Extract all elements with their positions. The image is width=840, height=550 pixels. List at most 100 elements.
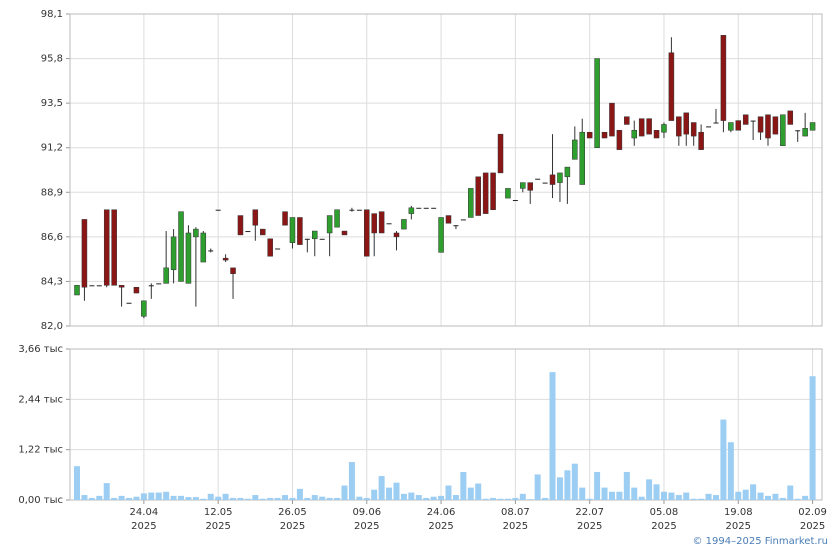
x-tick-label: 08.07 2025 <box>501 507 530 532</box>
candle-body <box>341 230 348 236</box>
volume-bar <box>140 493 147 500</box>
volume-bar <box>400 493 407 500</box>
volume-bar <box>356 496 363 500</box>
volume-bar <box>683 492 690 500</box>
candle-body <box>809 122 816 131</box>
candle-body <box>141 300 147 317</box>
plot-layer: 82,0 84,3 86,6 88,9 91,2 93,5 95,8 98,1 0,00 тыс… <box>18 9 827 532</box>
volume-bar <box>74 466 80 500</box>
volume-bar <box>519 493 526 500</box>
candle-body <box>289 217 296 243</box>
candle-body <box>282 211 288 226</box>
candle-body <box>393 232 400 238</box>
candle-body <box>802 128 808 137</box>
x-tick-label: 09.06 2025 <box>352 507 381 532</box>
volume-bar <box>698 498 705 500</box>
volume-bar <box>408 492 415 500</box>
volume-bar <box>668 492 675 500</box>
candle-body <box>319 238 325 240</box>
candle-body <box>156 283 162 285</box>
candle-body <box>742 114 749 125</box>
candle-body <box>423 207 429 209</box>
plot-frame <box>69 13 823 327</box>
volume-bar <box>787 485 794 500</box>
candle-body <box>557 172 563 183</box>
candle-body <box>386 223 392 225</box>
candle-body <box>364 209 370 257</box>
volume-bar <box>334 497 341 500</box>
volume-bar <box>155 492 162 500</box>
y-tick-label: 3,66 тыс <box>18 344 63 355</box>
candle-body <box>297 217 303 245</box>
volume-bar <box>185 497 192 500</box>
volume-bar <box>296 488 303 500</box>
volume-bar <box>542 497 549 500</box>
volume-bar <box>363 497 370 500</box>
volume-bar <box>282 495 289 500</box>
volume-bar <box>200 498 207 500</box>
candle-body <box>735 120 742 131</box>
volume-bar <box>571 463 578 500</box>
candle-body <box>178 211 184 282</box>
candle-body <box>750 120 756 122</box>
volume-bar <box>378 476 385 500</box>
candle-body <box>653 130 660 139</box>
volume-bar <box>794 498 801 500</box>
volume-bar <box>430 496 437 500</box>
volume-bar <box>675 495 682 500</box>
candle-body <box>713 122 719 124</box>
volume-bar <box>549 372 556 500</box>
candle-body <box>572 139 578 160</box>
y-tick-label: 84,3 <box>41 276 63 287</box>
candle-body <box>668 52 675 121</box>
volume-bar <box>475 483 482 500</box>
volume-bar <box>646 479 653 500</box>
volume-bar <box>304 497 311 500</box>
candle-body <box>512 200 518 202</box>
candle-body <box>505 188 511 199</box>
y-tick-label: 0,00 тыс <box>18 495 63 506</box>
volume-bar <box>252 495 259 500</box>
volume-bar <box>148 492 155 500</box>
candle-body <box>252 209 259 226</box>
volume-bar <box>111 497 118 500</box>
volume-bar <box>727 442 734 500</box>
volume-bar <box>289 497 296 500</box>
candle-body <box>683 112 690 135</box>
volume-bar <box>178 495 185 500</box>
volume-bar <box>348 462 355 500</box>
volume-bar <box>386 487 393 500</box>
candle-body <box>475 176 481 216</box>
volume-bar <box>594 471 601 500</box>
volume-bar <box>460 471 467 500</box>
candle-body <box>148 285 154 287</box>
volume-bar <box>802 495 809 500</box>
volume-bar <box>267 497 274 500</box>
volume-bar <box>230 497 237 500</box>
volume-bar <box>653 484 660 500</box>
volume-bar <box>393 482 400 500</box>
volume-bar <box>326 497 333 500</box>
x-tick-label: 26.05 2025 <box>278 507 307 532</box>
volume-bar <box>690 498 697 500</box>
candle-body <box>601 131 608 139</box>
volume-bar <box>438 495 445 500</box>
volume-bar <box>527 499 534 500</box>
candle-body <box>170 236 177 271</box>
candle-body <box>646 118 652 135</box>
volume-bar <box>601 487 608 500</box>
candle-body <box>222 257 229 261</box>
volume-bar <box>467 487 474 500</box>
volume-bar <box>712 495 719 500</box>
x-tick-label: 12.05 2025 <box>204 507 233 532</box>
candle-body <box>676 116 682 137</box>
volume-bar <box>445 485 452 500</box>
candle-body <box>89 285 95 287</box>
candle-body <box>609 102 615 137</box>
volume-bar <box>750 484 757 500</box>
candle-body <box>594 58 600 148</box>
candle-body <box>408 207 415 214</box>
candle-body <box>586 131 593 139</box>
volume-bar <box>623 471 630 500</box>
volume-bar <box>564 470 571 500</box>
